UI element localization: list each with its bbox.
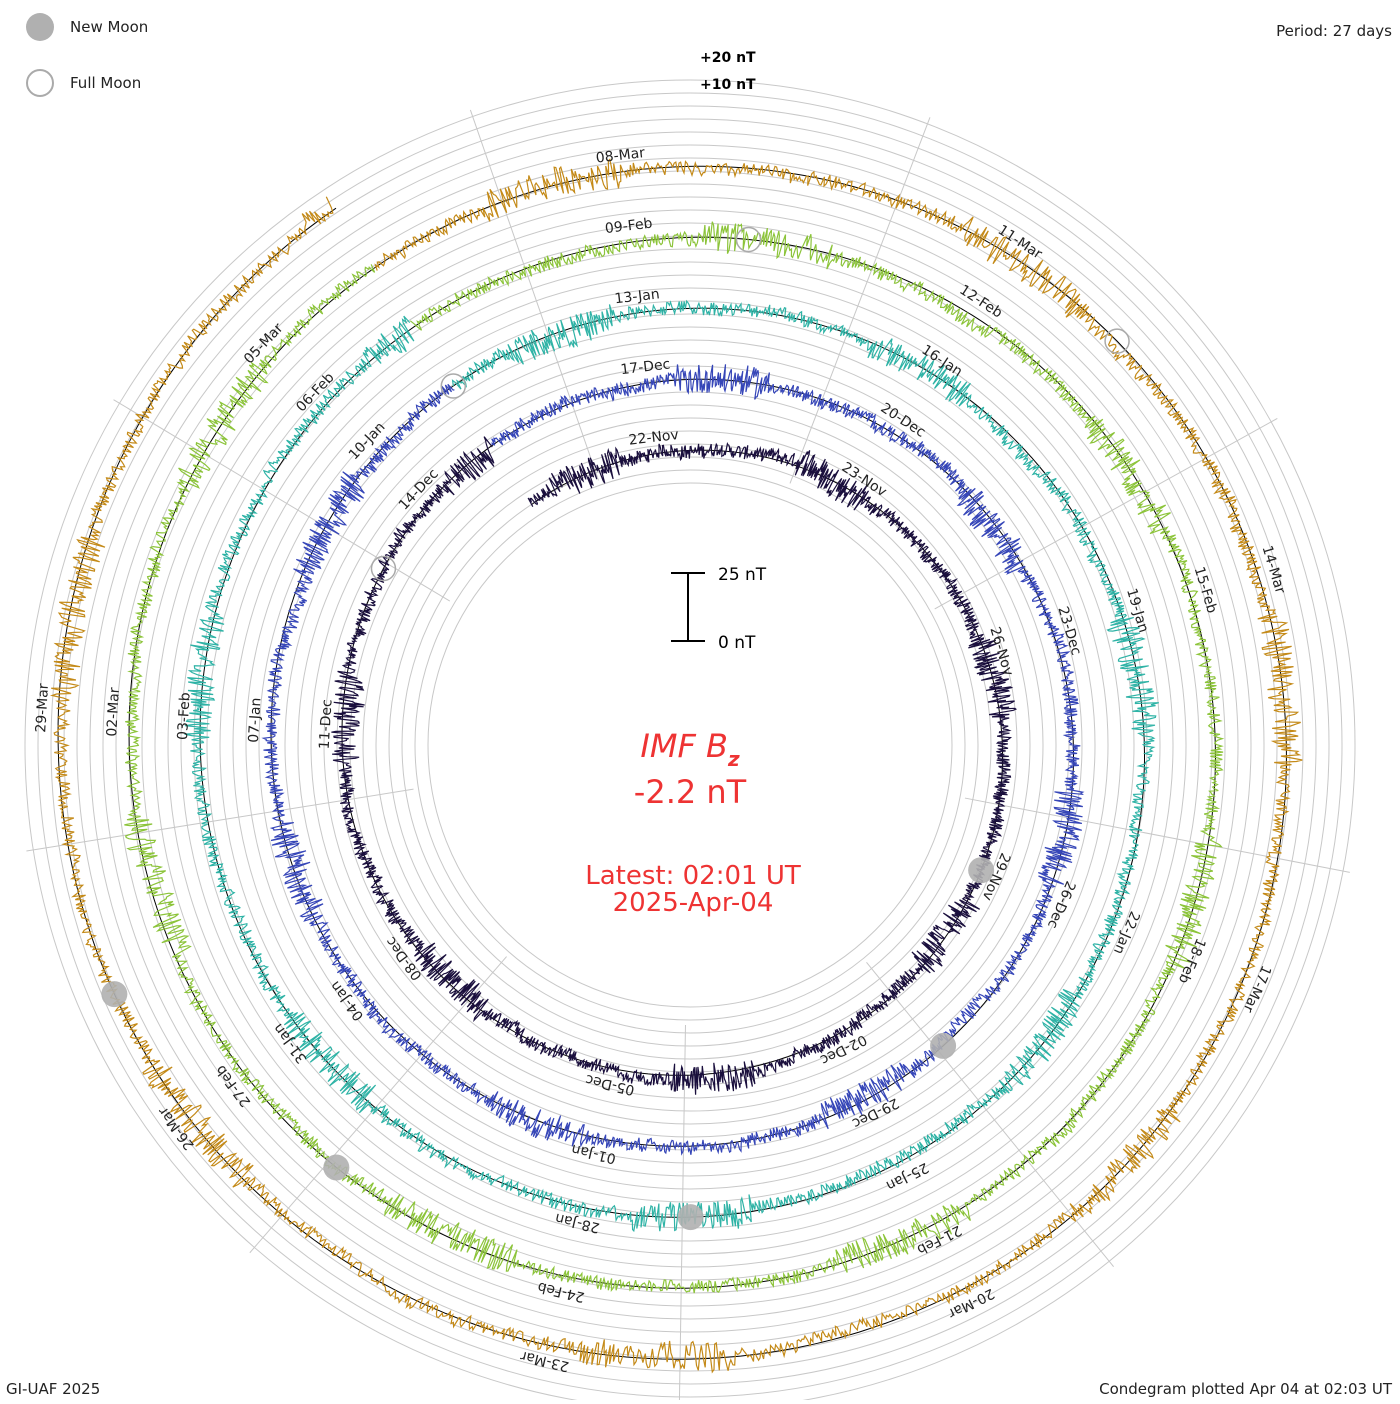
- series-trace-1: [261, 364, 1085, 1156]
- grid-spoke: [964, 797, 1350, 873]
- date-label: 22-Nov: [628, 427, 680, 449]
- grid-spoke: [113, 399, 451, 602]
- grid-spoke: [249, 956, 507, 1254]
- full-moon-marker: [735, 226, 762, 253]
- quantity-title-sub: z: [727, 747, 740, 771]
- legend-new-moon-label: New Moon: [70, 18, 149, 36]
- latest-date: 2025-Apr-04: [613, 888, 774, 918]
- grid-ring: [245, 300, 1135, 1190]
- new-moon-marker: [101, 981, 128, 1008]
- ring-label-second: +10 nT: [700, 77, 756, 93]
- grid-ring: [388, 443, 992, 1047]
- series-trace-4: [49, 158, 1303, 1374]
- plotted-timestamp: Condegram plotted Apr 04 at 02:03 UT: [1099, 1380, 1392, 1398]
- period-label: Period: 27 days: [1276, 22, 1392, 40]
- date-label: 02-Mar: [104, 687, 123, 737]
- grid-ring: [427, 482, 953, 1008]
- legend-full-moon: Full Moon: [26, 69, 141, 97]
- grid-ring: [24, 79, 1356, 1404]
- grid-ring: [89, 144, 1291, 1346]
- grid-ring: [362, 417, 1018, 1073]
- series-trace-3: [124, 221, 1225, 1294]
- ring-label-top: +20 nT: [700, 50, 756, 66]
- grid-spoke: [469, 109, 599, 481]
- scale-bar-bottom-label: 0 nT: [718, 633, 756, 653]
- date-label: 11-Dec: [317, 699, 336, 750]
- date-label: 28-Jan: [554, 1210, 602, 1236]
- scale-bar-top-label: 25 nT: [718, 565, 767, 585]
- grid-ring: [102, 157, 1278, 1333]
- ring-scale-labels: +20 nT +10 nT: [700, 50, 756, 93]
- grid-ring: [414, 469, 966, 1021]
- new-moon-icon: [26, 13, 54, 41]
- full-moon-marker: [1104, 328, 1130, 354]
- date-label: 09-Feb: [604, 216, 653, 237]
- grid-spoke: [26, 788, 414, 852]
- grid-spoke: [789, 117, 931, 484]
- grid-ring: [154, 209, 1226, 1281]
- grid-ring: [258, 313, 1122, 1177]
- date-label: 24-Feb: [536, 1278, 586, 1305]
- current-value: -2.2 nT: [634, 773, 747, 811]
- date-label: 23-Mar: [519, 1347, 571, 1374]
- grid-ring: [180, 235, 1200, 1255]
- grid-ring: [76, 131, 1304, 1359]
- grid-ring: [50, 105, 1330, 1385]
- new-moon-marker: [968, 857, 995, 884]
- date-label: 07-Jan: [246, 697, 265, 743]
- quantity-title-main: IMF B: [640, 727, 728, 765]
- grid-ring: [167, 222, 1213, 1268]
- date-label: 03-Feb: [175, 692, 194, 741]
- legend-new-moon: New Moon: [26, 13, 148, 41]
- new-moon-marker: [677, 1204, 704, 1231]
- latest-time: Latest: 02:01 UT: [585, 861, 801, 891]
- date-label: 08-Mar: [595, 145, 646, 167]
- day-spokes: [26, 109, 1350, 1404]
- baseline-spiral: [57, 165, 1287, 1360]
- grid-ring: [63, 118, 1317, 1372]
- new-moon-marker: [323, 1154, 350, 1181]
- full-moon-marker: [440, 373, 467, 399]
- data-traces: [49, 158, 1303, 1374]
- date-label: 14-Dec: [396, 466, 442, 513]
- baseline-spiral-line: [57, 165, 1287, 1360]
- center-readout: IMF Bz -2.2 nT Latest: 02:01 UT 2025-Apr…: [585, 727, 801, 918]
- grid-ring: [297, 352, 1083, 1138]
- grid-ring: [336, 391, 1044, 1099]
- full-moon-marker: [370, 555, 397, 582]
- quantity-title: IMF Bz: [640, 727, 740, 771]
- grid-spoke: [934, 417, 1278, 610]
- grid-ring: [141, 196, 1239, 1294]
- series-trace-2: [184, 299, 1159, 1233]
- credit-label: GI-UAF 2025: [6, 1380, 101, 1398]
- grid-ring: [232, 287, 1148, 1203]
- date-label: 17-Dec: [620, 356, 671, 378]
- date-label: 22-Jan: [1110, 909, 1143, 957]
- legend-full-moon-label: Full Moon: [70, 74, 142, 92]
- date-label: 02-Dec: [817, 1031, 869, 1068]
- full-moon-icon: [26, 69, 54, 97]
- scale-bar: 25 nT 0 nT: [671, 565, 767, 653]
- date-label: 29-Mar: [33, 683, 52, 733]
- date-label: 13-Jan: [614, 286, 661, 307]
- moon-markers: [101, 226, 1130, 1231]
- grid-ring: [271, 326, 1109, 1164]
- new-moon-marker: [930, 1032, 957, 1059]
- date-label: 19-Jan: [1123, 587, 1151, 635]
- series-trace-0: [331, 436, 1018, 1095]
- grid-ring: [37, 92, 1343, 1398]
